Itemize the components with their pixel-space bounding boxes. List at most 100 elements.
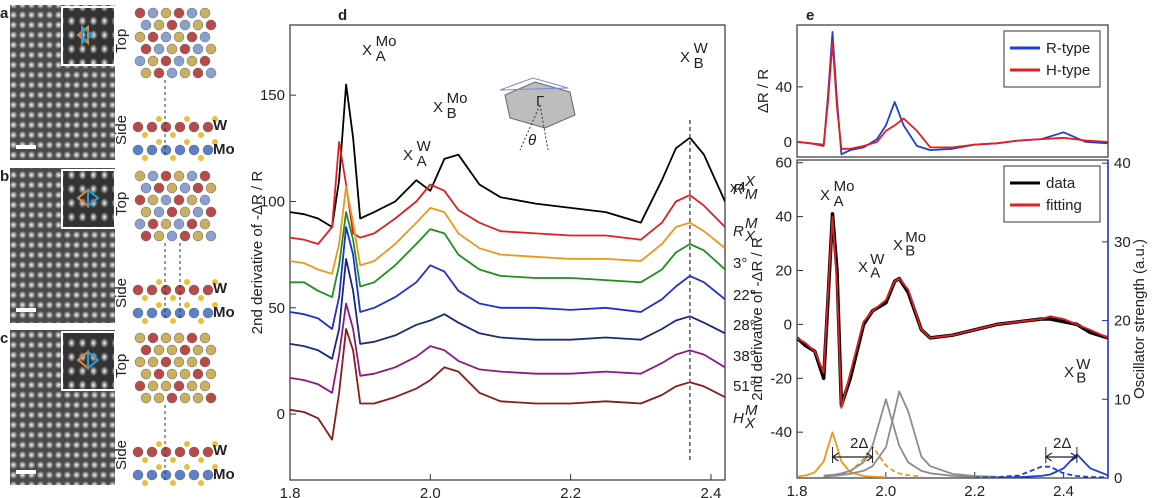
atom	[192, 344, 204, 356]
y-tick-label: 100	[260, 193, 285, 210]
y2-tick-label: 20	[1114, 313, 1131, 330]
y-axis-label: 2nd derivative of -ΔR / R	[249, 171, 266, 335]
series-label-sub: X	[744, 415, 756, 432]
y-tick-label: 0	[277, 406, 285, 423]
atom	[174, 469, 186, 481]
atom	[153, 344, 165, 356]
atom	[186, 356, 198, 368]
peak-label-sub: A	[417, 153, 427, 170]
atom	[134, 380, 146, 392]
peak-label-sub: B	[447, 105, 457, 122]
panel-label: d	[338, 7, 347, 24]
series-line	[974, 465, 1108, 478]
atom	[146, 469, 158, 481]
atom	[202, 469, 214, 481]
atom	[212, 116, 218, 122]
atom	[153, 206, 165, 218]
y-tick-label: 40	[775, 79, 792, 96]
atom	[179, 344, 191, 356]
atom-label: W	[213, 442, 228, 459]
inset-zone-top	[499, 77, 569, 91]
atom	[132, 446, 144, 458]
atom	[179, 230, 191, 242]
series-label: 3°	[733, 255, 747, 272]
atom	[205, 368, 217, 380]
atom	[156, 139, 162, 145]
atom	[199, 356, 211, 368]
atom	[140, 19, 152, 31]
atom	[192, 19, 204, 31]
atom	[170, 457, 176, 463]
atom	[166, 182, 178, 194]
atom	[140, 43, 152, 55]
atom	[179, 43, 191, 55]
atom	[153, 368, 165, 380]
atom	[140, 182, 152, 194]
gap-label: 2Δ	[1053, 435, 1071, 452]
atom	[166, 344, 178, 356]
atom	[188, 144, 200, 156]
peak-label-sub: B	[694, 55, 704, 72]
atom	[205, 43, 217, 55]
peak-label-sup: Mo	[834, 178, 855, 195]
atom	[179, 368, 191, 380]
series-line	[996, 453, 1108, 478]
x-tick-label: 2.2	[560, 485, 581, 498]
atom-label: W	[213, 117, 228, 134]
atom	[184, 139, 190, 145]
atom	[147, 170, 159, 182]
atom	[173, 218, 185, 230]
atom	[160, 284, 172, 296]
y2-axis-label: Oscillator strength (a.u.)	[1131, 239, 1148, 399]
atom	[174, 446, 186, 458]
series-label-sup: M	[745, 402, 758, 419]
y-tick-label: -20	[770, 370, 792, 387]
peak-label-sub: B	[1076, 369, 1086, 386]
series-label-sup: M	[745, 215, 758, 232]
y2-tick-label: 0	[1114, 470, 1122, 487]
peak-label: X	[680, 49, 690, 66]
atom	[184, 116, 190, 122]
atom	[166, 19, 178, 31]
y-axis-label: 2nd derivative of -ΔR / R	[749, 237, 766, 401]
atom	[186, 55, 198, 67]
atom	[186, 218, 198, 230]
y-tick-label: 0	[784, 316, 792, 333]
atom	[134, 332, 146, 344]
series-label-sub: M	[745, 186, 758, 203]
peak-label: X	[1064, 364, 1074, 381]
y-tick-label: 60	[775, 155, 792, 172]
atom	[156, 302, 162, 308]
atom	[160, 194, 172, 206]
series-label: R	[733, 223, 744, 240]
atom	[147, 55, 159, 67]
atom	[134, 356, 146, 368]
peak-label-sup: W	[1076, 356, 1091, 373]
y-axis-label: ΔR / R	[755, 69, 772, 113]
atom	[170, 132, 176, 138]
peak-label: X	[858, 259, 868, 276]
atom	[198, 155, 204, 161]
atom	[160, 121, 172, 133]
atom	[134, 55, 146, 67]
atom	[160, 7, 172, 19]
y-tick-label: 20	[775, 262, 792, 279]
atom	[202, 307, 214, 319]
atom	[153, 230, 165, 242]
atom	[142, 457, 148, 463]
atom	[160, 380, 172, 392]
atom	[147, 356, 159, 368]
inset-axis	[519, 104, 541, 151]
atom	[202, 446, 214, 458]
panel-label: c	[0, 330, 8, 347]
atom	[179, 206, 191, 218]
atom	[202, 284, 214, 296]
peak-label-sup: W	[417, 138, 432, 155]
atom	[184, 302, 190, 308]
atom	[212, 279, 218, 285]
atom	[202, 144, 214, 156]
view-label: Side	[113, 115, 130, 145]
atom	[198, 480, 204, 486]
atom	[156, 116, 162, 122]
view-label: Top	[113, 354, 130, 378]
